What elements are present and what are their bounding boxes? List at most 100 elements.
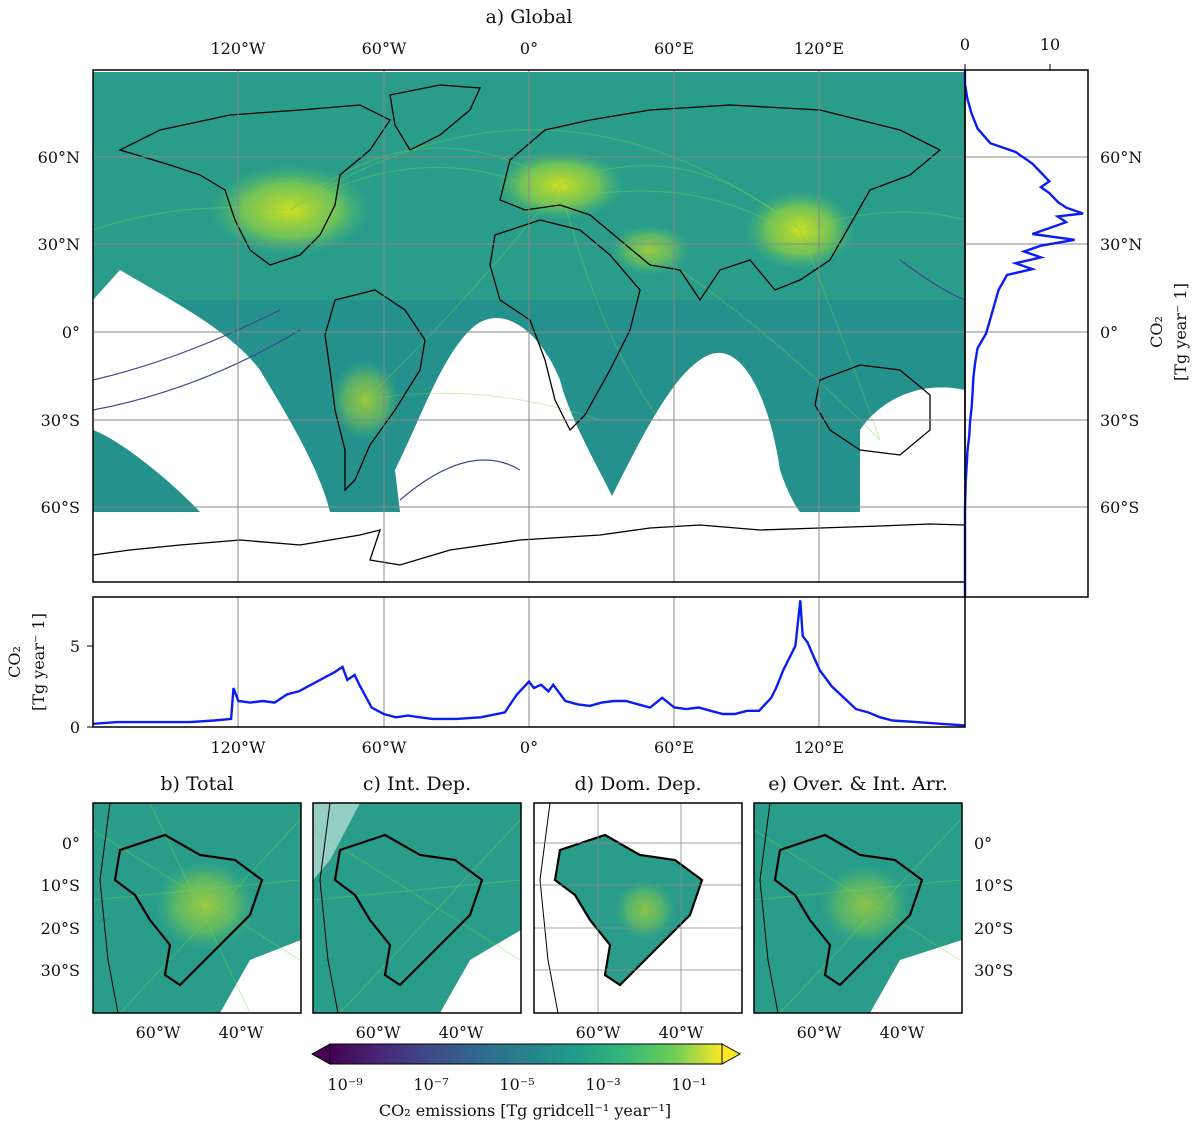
sub-lon-tick-label: 60°W <box>797 1023 842 1042</box>
sparse-routes <box>93 259 965 501</box>
side-xtick-label: 10 <box>1040 35 1060 54</box>
global-lat-ticks-left: 60°N 30°N 0° 30°S 60°S <box>38 148 80 517</box>
lat-tick-label: 30°N <box>38 235 80 254</box>
panel-c-map <box>313 803 521 1013</box>
sub-lon-tick-label: 40°W <box>659 1023 704 1042</box>
panel-a-title: a) Global <box>485 6 572 28</box>
panel-b-title: b) Total <box>160 773 233 795</box>
map-gridlines <box>93 70 965 582</box>
flight-arcs <box>93 129 965 441</box>
colorbar-extend-left <box>310 1043 331 1065</box>
side-lat-tick-label: 30°S <box>1100 411 1139 430</box>
sub-lat-tick-label: 10°S <box>41 876 80 895</box>
sub-lat-tick-label: 20°S <box>974 919 1013 938</box>
side-profile-frame <box>964 69 1089 598</box>
hotspot-middle-east <box>610 225 690 275</box>
empty-ocean-south-atlantic <box>395 318 620 512</box>
panel-e-title: e) Over. & Int. Arr. <box>768 773 948 795</box>
global-map <box>93 70 965 582</box>
colorbar-bar <box>329 1043 723 1065</box>
coastlines <box>93 84 965 566</box>
panel-b-map <box>93 803 301 1013</box>
sub-lat-tick-label: 10°S <box>974 876 1013 895</box>
lon-tick-label: 120°E <box>794 39 844 58</box>
empty-ocean-south-pacific <box>93 270 330 512</box>
side-lat-tick-label: 60°N <box>1100 148 1142 167</box>
sub-lat-tick-label: 30°S <box>974 961 1013 980</box>
panel-e-map <box>754 803 962 1013</box>
sub-lon-tick-label: 60°W <box>136 1023 181 1042</box>
bottom-ylabel-line2: [Tg year⁻ 1] <box>29 613 48 711</box>
sub-lat-tick-label: 20°S <box>41 919 80 938</box>
bottom-lon-tick-label: 60°W <box>362 738 407 757</box>
sub-lon-tick-label: 40°W <box>219 1023 264 1042</box>
subpanel-lat-ticks-left: 0° 10°S 20°S 30°S <box>41 834 80 980</box>
greenland-outline <box>389 84 481 151</box>
side-lat-tick-label: 60°S <box>1100 498 1139 517</box>
colorbar-tick-label: 10⁻¹ <box>671 1075 706 1094</box>
sub-lon-tick-label: 60°W <box>576 1023 621 1042</box>
bottom-lon-tick-label: 120°E <box>794 738 844 757</box>
panel-d-frame <box>533 802 743 1014</box>
lat-tick-label: 60°N <box>38 148 80 167</box>
lat-tick-label: 30°S <box>41 411 80 430</box>
panel-c-frame <box>312 802 522 1014</box>
colorbar-tick-label: 10⁻⁷ <box>413 1075 448 1094</box>
side-xtick-label: 0 <box>960 35 970 54</box>
africa-outline <box>489 219 641 432</box>
bottom-ytick-label: 5 <box>70 637 80 656</box>
bottom-profile-frame <box>92 596 966 728</box>
subpanel-lon-ticks: 60°W 40°W 60°W 40°W 60°W 40°W 60°W 40°W <box>136 1023 925 1042</box>
lon-tick-label: 60°W <box>362 39 407 58</box>
colorbar-extend-right <box>721 1043 742 1065</box>
lon-tick-label: 120°W <box>211 39 267 58</box>
colorbar-tick-label: 10⁻⁹ <box>327 1075 363 1094</box>
panel-c-title: c) Int. Dep. <box>363 773 471 795</box>
lat-tick-label: 60°S <box>41 498 80 517</box>
side-profile-line <box>963 70 1084 597</box>
panel-b-frame <box>92 802 302 1014</box>
subpanel-lat-ticks-right: 0° 10°S 20°S 30°S <box>974 834 1013 980</box>
sub-lon-tick-label: 40°W <box>439 1023 484 1042</box>
hotspot-east-asia <box>745 190 855 270</box>
bottom-ytick-label: 0 <box>70 718 80 737</box>
side-lat-tick-label: 30°N <box>1100 235 1142 254</box>
colorbar-tick-label: 10⁻⁵ <box>499 1075 534 1094</box>
panel-e-frame <box>753 802 963 1014</box>
side-lat-tick-label: 0° <box>1100 323 1118 342</box>
colorbar-label: CO₂ emissions [Tg gridcell⁻¹ year⁻¹] <box>379 1101 671 1120</box>
side-ylabel-line1: CO₂ <box>1147 316 1166 348</box>
colorbar: 10⁻⁹ 10⁻⁷ 10⁻⁵ 10⁻³ 10⁻¹ CO₂ emissions [… <box>310 1043 742 1120</box>
lon-tick-label: 60°E <box>654 39 694 58</box>
empty-ocean-indian <box>610 352 800 512</box>
colorbar-tick-label: 10⁻³ <box>585 1075 620 1094</box>
bottom-profile-line <box>92 600 966 727</box>
north-america-outline <box>118 104 391 266</box>
bottom-profile: 0 5 120°W 60°W 0° 60°E 120°E CO₂ [Tg yea… <box>5 596 966 757</box>
hotspot-europe <box>495 150 625 220</box>
side-profile: 0 10 60°N 30°N 0° 30°S 60°S CO₂ [Tg year… <box>960 35 1190 598</box>
side-ylabel-line2: [Tg year⁻ 1] <box>1171 283 1190 381</box>
panel-d-title: d) Dom. Dep. <box>574 773 701 795</box>
sub-lat-tick-label: 0° <box>974 834 992 853</box>
global-lon-ticks: 120°W 60°W 0° 60°E 120°E <box>211 39 845 58</box>
panel-d-map <box>534 803 742 1013</box>
lat-tick-label: 0° <box>62 323 80 342</box>
bottom-lon-ticks: 120°W 60°W 0° 60°E 120°E <box>211 738 845 757</box>
empty-ocean-pacific-east <box>860 387 965 512</box>
bottom-lon-tick-label: 120°W <box>211 738 267 757</box>
hotspot-north-america <box>210 165 370 255</box>
bottom-profile-grid <box>237 597 820 727</box>
bottom-ylabel-line1: CO₂ <box>5 646 24 678</box>
sub-lon-tick-label: 40°W <box>880 1023 925 1042</box>
side-lat-ticks: 60°N 30°N 0° 30°S 60°S <box>1100 148 1142 517</box>
bottom-lon-tick-label: 60°E <box>654 738 694 757</box>
sub-lon-tick-label: 60°W <box>356 1023 401 1042</box>
australia-outline <box>814 364 931 456</box>
sub-lat-tick-label: 0° <box>62 834 80 853</box>
sub-lat-tick-label: 30°S <box>41 961 80 980</box>
south-america-outline <box>324 289 426 492</box>
lon-tick-label: 0° <box>520 39 538 58</box>
bottom-lon-tick-label: 0° <box>520 738 538 757</box>
